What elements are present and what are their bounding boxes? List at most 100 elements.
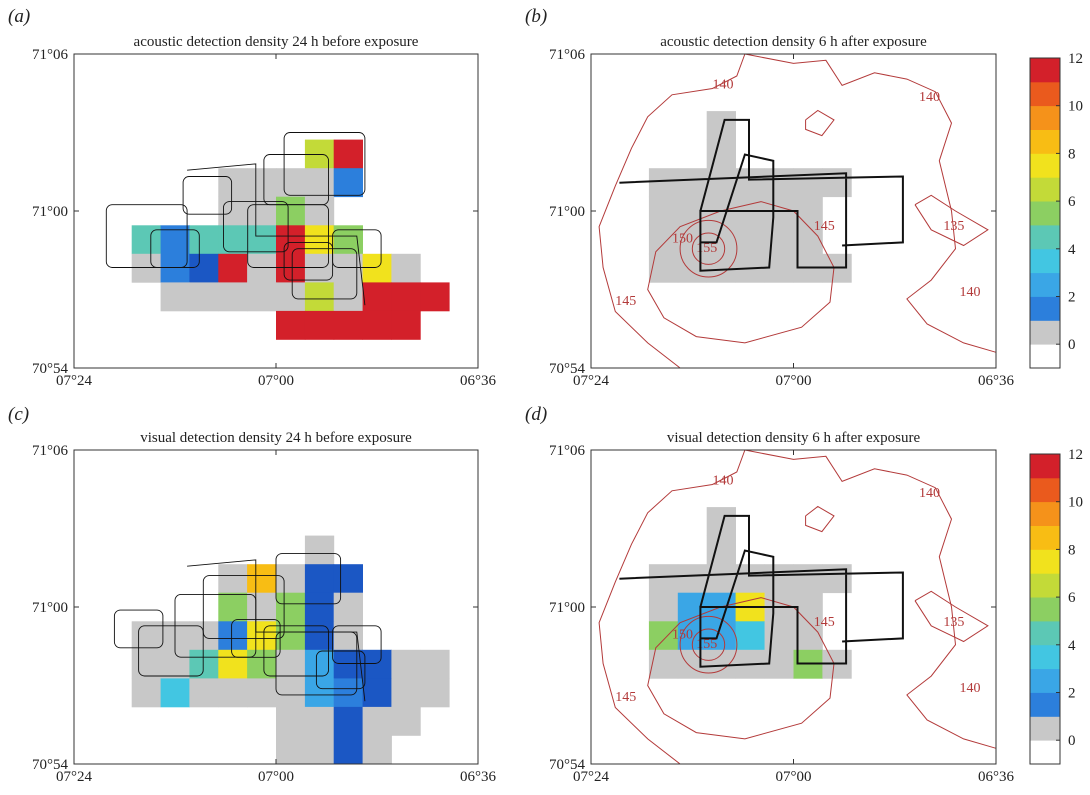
heatmap-cell xyxy=(391,253,421,283)
heatmap-cell xyxy=(764,564,794,594)
colorbar-band xyxy=(1030,81,1060,107)
colorbar-band xyxy=(1030,272,1060,297)
contour-149-island xyxy=(805,505,835,533)
contour-135-island xyxy=(914,590,989,643)
heatmap-cell xyxy=(420,678,450,708)
colorbar-band xyxy=(1030,129,1060,154)
track-loop xyxy=(105,204,188,268)
colorbar-tick-label: 6 xyxy=(1068,590,1076,606)
contour-135-island xyxy=(914,194,989,247)
heatmap-cell xyxy=(160,649,190,679)
colorbar-band xyxy=(1030,501,1060,526)
contour-label: 145 xyxy=(814,219,835,234)
colorbar-band xyxy=(1030,105,1060,130)
panel-tag: (d) xyxy=(525,404,547,425)
heatmap-cell xyxy=(304,310,335,340)
heatmap-cell xyxy=(218,168,248,198)
heatmap-cell xyxy=(218,678,248,708)
contour-140-line xyxy=(598,449,746,765)
x-tick-label: 06°36 xyxy=(460,769,496,785)
heatmap-cell xyxy=(304,253,335,283)
panel-a: 07°24 71°06 07°00 71°00 06°36 70°54 acoustic d… xyxy=(8,6,496,389)
heatmap-cell xyxy=(247,196,277,226)
contour-155-line xyxy=(691,628,726,661)
x-tick-label: 06°36 xyxy=(460,373,496,389)
heatmap-cell xyxy=(706,564,736,594)
contour-label: 150 xyxy=(672,231,693,246)
panel-c: 07°24 71°06 07°00 71°00 06°36 70°54 visual det… xyxy=(8,404,496,785)
heatmap-cell xyxy=(362,706,392,736)
colorbar: 12 10 8 6 4 2 0 xyxy=(1029,447,1083,765)
sound-level-contours xyxy=(598,449,997,765)
colorbar-band xyxy=(1030,344,1060,369)
heatmap-cell xyxy=(247,282,277,312)
x-tick-label: 07°24 xyxy=(56,769,92,785)
heatmap-cell xyxy=(189,253,219,283)
colorbar-band xyxy=(1030,153,1060,178)
panel-tag: (b) xyxy=(525,6,547,27)
colorbar-tick-label: 8 xyxy=(1068,542,1076,558)
panel-tag: (c) xyxy=(8,404,29,425)
heatmap-cell xyxy=(391,282,421,312)
heatmap-cell xyxy=(362,253,392,283)
heatmap-cell xyxy=(304,168,335,198)
colorbar-frame xyxy=(1029,453,1061,765)
heatmap-cell xyxy=(391,678,421,708)
colorbar-tick-label: 4 xyxy=(1068,242,1076,258)
heatmap-cell xyxy=(304,706,335,736)
heatmap-cell xyxy=(276,253,306,283)
heatmap-cell xyxy=(706,168,736,198)
heatmap-cell xyxy=(160,282,190,312)
contour-label: 140 xyxy=(919,486,940,501)
heatmap-cell xyxy=(304,735,335,765)
y-tick-label: 71°06 xyxy=(549,47,585,63)
heatmap-cell xyxy=(764,225,794,255)
contour-150-line xyxy=(679,615,738,674)
heatmap-cell xyxy=(648,621,679,651)
colorbar-tick-label: 8 xyxy=(1068,146,1076,162)
track-loop xyxy=(202,575,285,639)
heatmap-cell xyxy=(304,649,335,679)
heatmap-cell xyxy=(677,649,708,679)
colorbar-band xyxy=(1030,201,1060,226)
heatmap-cell xyxy=(793,168,823,198)
x-tick-label: 07°24 xyxy=(56,373,92,389)
x-tick-label: 06°36 xyxy=(978,373,1014,389)
heatmap-cell xyxy=(362,649,392,679)
colorbar-band xyxy=(1030,248,1060,274)
heatmap-cell xyxy=(420,649,450,679)
contour-145-line xyxy=(647,597,835,740)
track-line xyxy=(619,514,904,668)
heatmap-cell xyxy=(735,621,765,651)
colorbar-tick-label: 2 xyxy=(1068,686,1076,702)
contour-label: 140 xyxy=(919,90,940,105)
heatmap-cell xyxy=(160,253,190,283)
track-loop xyxy=(263,154,329,206)
colorbar-tick-label: 2 xyxy=(1068,290,1076,306)
heatmap-cell xyxy=(333,253,363,283)
heatmap-cell xyxy=(276,564,306,594)
y-tick-label: 70°54 xyxy=(549,361,585,377)
track-loop xyxy=(283,132,366,196)
heatmap-cell xyxy=(218,592,248,622)
x-tick-label: 07°24 xyxy=(573,769,609,785)
colorbar-band xyxy=(1030,58,1060,83)
contour-140-line xyxy=(744,53,997,353)
ship-track xyxy=(113,553,382,702)
panel-title: visual detection density 6 h after expos… xyxy=(667,430,921,446)
heatmap-cell xyxy=(247,592,277,622)
heatmap-cell xyxy=(131,678,161,708)
heatmap-cell xyxy=(247,225,277,255)
heatmap-cell xyxy=(131,253,161,283)
contour-145-line xyxy=(647,201,835,344)
track-line xyxy=(187,559,366,702)
heatmap-cell xyxy=(648,253,679,283)
heatmap-cell xyxy=(333,735,363,765)
heatmap-cell xyxy=(304,225,335,255)
colorbar-band xyxy=(1030,525,1060,550)
heatmap-cell xyxy=(333,282,363,312)
heatmap-cell xyxy=(218,564,248,594)
y-tick-label: 71°00 xyxy=(32,600,68,616)
heatmap-cell xyxy=(276,310,306,340)
